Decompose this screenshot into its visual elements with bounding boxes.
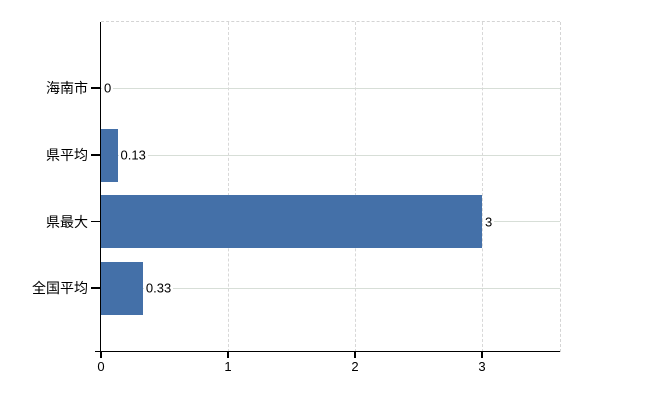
bar	[101, 261, 143, 315]
y-tick	[91, 87, 101, 89]
bar-value-label: 3	[483, 214, 495, 229]
category-label: 県平均	[46, 147, 88, 163]
x-tick-label: 1	[224, 359, 232, 374]
bar-value-label: 0.13	[118, 147, 148, 163]
y-axis-line	[99, 22, 101, 358]
plot-border-right	[559, 22, 561, 352]
x-tick-label: 0	[97, 359, 105, 374]
y-tick	[91, 154, 101, 156]
category-label: 全国平均	[32, 280, 88, 296]
category-row-line	[101, 287, 560, 289]
x-gridline	[227, 22, 229, 352]
bar	[101, 195, 482, 248]
bar	[101, 128, 118, 182]
x-gridline	[481, 22, 483, 352]
x-tick	[354, 352, 356, 358]
x-gridline	[354, 22, 356, 352]
category-label: 県最大	[46, 213, 88, 230]
y-tick	[91, 220, 101, 223]
x-tick	[100, 352, 102, 358]
x-tick-label: 3	[478, 359, 486, 374]
y-tick	[91, 287, 101, 289]
category-row-line	[101, 87, 560, 89]
bar-value-label: 0	[102, 80, 114, 96]
x-tick	[481, 352, 483, 358]
x-tick-label: 2	[351, 359, 359, 374]
bar-value-label: 0.33	[143, 280, 174, 296]
x-axis-line	[95, 350, 560, 352]
category-row-line	[101, 154, 560, 156]
category-label: 海南市	[46, 80, 88, 96]
plot-border-top	[101, 21, 560, 22]
x-tick	[227, 352, 229, 358]
